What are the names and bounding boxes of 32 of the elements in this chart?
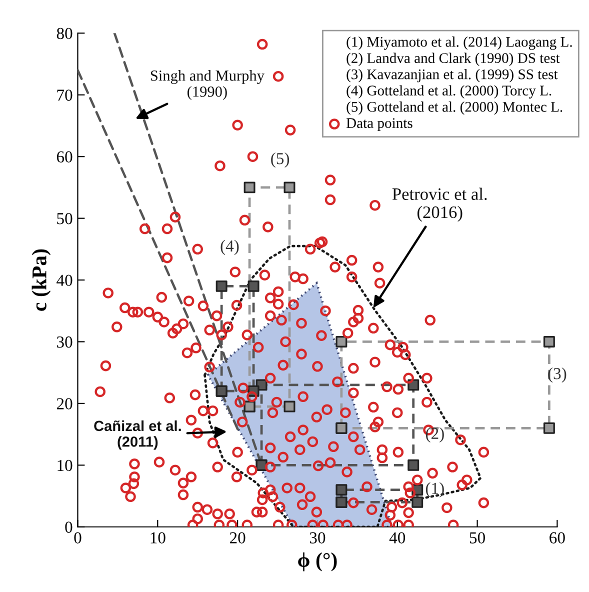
x-tick-label: 20 bbox=[230, 532, 246, 544]
annotation: (3) bbox=[548, 368, 566, 383]
annotation: (2) Landva and Clark (1990) DS test bbox=[346, 52, 560, 66]
x-tick-label: 60 bbox=[550, 532, 565, 544]
annotation: (4) Gotteland et al. (2000) Torcy L. bbox=[346, 85, 552, 98]
y-tick-label: 10 bbox=[58, 460, 72, 472]
annotation: (5) Gotteland et al. (2000) Montec L. bbox=[346, 101, 562, 115]
annotation: (5) bbox=[271, 152, 290, 168]
annotation: (1) bbox=[426, 482, 444, 498]
x-tick-label: 30 bbox=[310, 532, 326, 544]
y-tick-label: 50 bbox=[57, 213, 72, 224]
y-tick-label: 0 bbox=[65, 522, 72, 533]
x-axis-title: ϕ (°) bbox=[298, 552, 337, 572]
annotation: (3) Kavazanjian et al. (1999) SS test bbox=[346, 68, 558, 82]
y-tick-label: 70 bbox=[57, 90, 72, 101]
y-tick-label: 40 bbox=[56, 274, 72, 286]
annotation: Singh and Murphy (1990) bbox=[150, 70, 264, 100]
x-tick-label: 40 bbox=[389, 532, 406, 544]
y-tick-label: 30 bbox=[57, 336, 72, 348]
legend-label: Data points bbox=[346, 118, 412, 131]
y-tick-label: 80 bbox=[56, 28, 72, 40]
annotation: Cañizal et al. (2011) bbox=[94, 420, 181, 450]
y-tick-label: 60 bbox=[56, 151, 72, 163]
x-tick-label: 10 bbox=[150, 532, 166, 544]
x-tick-label: 50 bbox=[470, 532, 485, 544]
y-tick-label: 20 bbox=[56, 398, 72, 410]
annotation: (2) bbox=[426, 427, 444, 442]
x-tick-label: 0 bbox=[74, 532, 82, 544]
y-axis-title: c (kPa) bbox=[32, 249, 51, 311]
annotation: (4) bbox=[220, 240, 239, 255]
annotation: Petrovic et al. (2016) bbox=[392, 188, 487, 222]
annotation: (1) Miyamoto et al. (2014) Laogang L. bbox=[346, 36, 572, 50]
